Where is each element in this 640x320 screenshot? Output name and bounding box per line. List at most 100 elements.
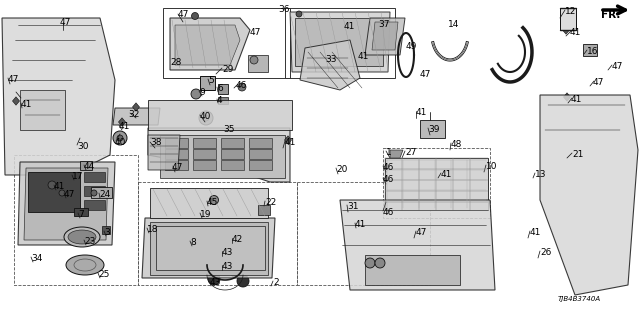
Text: 6: 6 <box>217 84 223 93</box>
Polygon shape <box>248 55 268 72</box>
Text: 41: 41 <box>441 170 452 179</box>
Text: 43: 43 <box>222 262 234 271</box>
Text: 13: 13 <box>535 170 547 179</box>
Bar <box>249 160 272 170</box>
Circle shape <box>203 115 209 121</box>
Text: 26: 26 <box>540 248 552 257</box>
Text: 41: 41 <box>571 95 582 104</box>
Polygon shape <box>113 108 160 125</box>
Bar <box>218 84 228 94</box>
Text: 41: 41 <box>344 22 355 31</box>
Text: 47: 47 <box>250 28 261 37</box>
Bar <box>138 182 297 285</box>
Text: 47: 47 <box>612 62 623 71</box>
Text: 47: 47 <box>8 75 19 84</box>
Text: 16: 16 <box>587 47 598 56</box>
Text: 41: 41 <box>119 122 131 131</box>
Polygon shape <box>148 135 180 170</box>
Text: 23: 23 <box>84 237 95 246</box>
Text: 1: 1 <box>386 148 392 157</box>
Polygon shape <box>132 103 140 111</box>
Polygon shape <box>175 25 240 65</box>
Text: 4: 4 <box>217 96 223 105</box>
Text: 9: 9 <box>199 88 205 97</box>
Text: 18: 18 <box>147 225 159 234</box>
Bar <box>91 187 112 198</box>
Text: 5: 5 <box>208 76 214 85</box>
Polygon shape <box>290 12 390 72</box>
Text: 38: 38 <box>150 138 161 147</box>
Polygon shape <box>170 18 250 70</box>
Bar <box>420 120 445 138</box>
Bar <box>249 138 272 148</box>
Text: 41: 41 <box>54 182 65 191</box>
Polygon shape <box>285 136 291 144</box>
Bar <box>258 205 270 215</box>
Text: 3: 3 <box>104 228 109 237</box>
Text: 49: 49 <box>406 42 417 51</box>
Text: 2: 2 <box>273 278 278 287</box>
Text: 47: 47 <box>420 70 431 79</box>
Bar <box>28 172 80 212</box>
Text: 25: 25 <box>98 270 109 279</box>
Text: 32: 32 <box>128 110 140 119</box>
Text: 41: 41 <box>355 220 366 229</box>
Bar <box>193 160 216 170</box>
Polygon shape <box>148 128 290 182</box>
Text: TJB4B3740A: TJB4B3740A <box>558 296 601 302</box>
Circle shape <box>375 258 385 268</box>
Text: 40: 40 <box>200 112 211 121</box>
Text: 36: 36 <box>278 5 289 14</box>
Bar <box>221 160 244 170</box>
Circle shape <box>199 111 213 125</box>
Text: 21: 21 <box>572 150 584 159</box>
Bar <box>150 222 268 275</box>
Bar <box>74 208 88 216</box>
Bar <box>583 44 597 56</box>
Polygon shape <box>13 97 19 105</box>
Bar <box>365 255 460 285</box>
Bar <box>385 158 488 210</box>
Text: 46: 46 <box>383 208 394 217</box>
Polygon shape <box>540 95 638 295</box>
Text: 47: 47 <box>60 18 72 27</box>
Bar <box>383 148 490 218</box>
Bar <box>297 182 430 285</box>
Circle shape <box>237 275 249 287</box>
Text: 34: 34 <box>31 254 42 263</box>
Bar <box>165 138 188 148</box>
Circle shape <box>365 258 375 268</box>
Bar <box>560 8 576 30</box>
Circle shape <box>191 89 201 99</box>
Circle shape <box>117 135 123 141</box>
Text: 46: 46 <box>236 81 248 90</box>
Text: 19: 19 <box>200 210 211 219</box>
Bar <box>20 90 65 130</box>
Circle shape <box>238 83 246 91</box>
Polygon shape <box>340 200 495 290</box>
Bar <box>84 172 105 182</box>
Text: 35: 35 <box>223 125 234 134</box>
Bar <box>102 226 110 234</box>
Ellipse shape <box>64 227 100 247</box>
Text: 43: 43 <box>222 248 234 257</box>
Text: 30: 30 <box>77 142 88 151</box>
Text: 47: 47 <box>416 228 428 237</box>
Text: 31: 31 <box>347 202 358 211</box>
Polygon shape <box>24 168 108 240</box>
Polygon shape <box>390 150 403 158</box>
Bar <box>285 8 395 78</box>
Text: 40: 40 <box>115 138 126 147</box>
Circle shape <box>48 181 56 189</box>
Polygon shape <box>2 18 115 175</box>
Circle shape <box>230 267 240 277</box>
Text: 10: 10 <box>486 162 497 171</box>
Polygon shape <box>142 218 275 278</box>
Text: 22: 22 <box>265 198 276 207</box>
Bar <box>221 138 244 148</box>
Circle shape <box>296 11 302 17</box>
Text: 46: 46 <box>383 175 394 184</box>
Bar <box>249 149 272 159</box>
Ellipse shape <box>68 230 96 244</box>
Text: 48: 48 <box>451 140 462 149</box>
